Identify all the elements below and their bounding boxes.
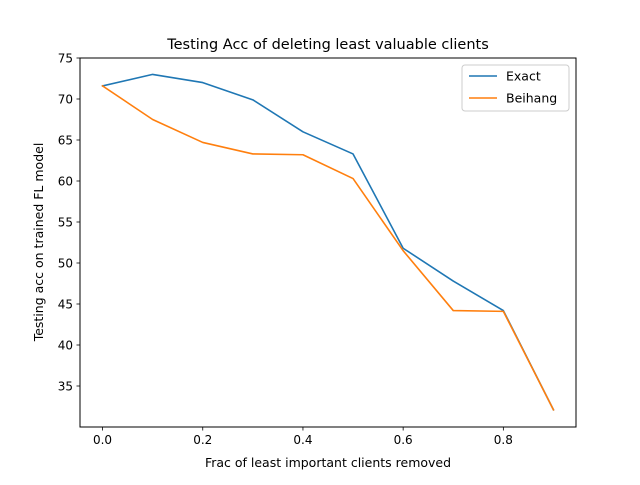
x-tick-label: 0.4	[293, 433, 312, 447]
y-tick-label: 70	[58, 92, 73, 106]
y-tick-label: 60	[58, 174, 73, 188]
legend-label-beihang: Beihang	[506, 91, 557, 106]
x-tick-label: 0.2	[193, 433, 212, 447]
chart-title: Testing Acc of deleting least valuable c…	[166, 37, 489, 53]
y-tick-label: 35	[58, 379, 73, 393]
x-axis: 0.0 0.2 0.4 0.6 0.8	[93, 427, 513, 447]
y-axis-label: Testing acc on trained FL model	[31, 143, 46, 343]
series-line-exact	[101, 73, 555, 411]
x-tick-label: 0.6	[394, 433, 413, 447]
y-axis: 35 40 45 50 55 60 65 70 75	[58, 51, 80, 393]
legend-label-exact: Exact	[506, 69, 541, 84]
y-tick-label: 40	[58, 338, 73, 352]
plot-frame	[79, 57, 577, 428]
y-tick-label: 50	[58, 256, 73, 270]
y-tick-label: 65	[58, 133, 73, 147]
series-lines	[101, 73, 555, 411]
x-axis-label: Frac of least important clients removed	[205, 455, 451, 470]
y-tick-label: 55	[58, 215, 73, 229]
legend: Exact Beihang	[461, 64, 570, 112]
x-tick-label: 0.8	[494, 433, 513, 447]
x-tick-label: 0.0	[93, 433, 112, 447]
y-tick-label: 45	[58, 297, 73, 311]
y-tick-label: 75	[58, 51, 73, 65]
series-line-beihang	[101, 84, 555, 411]
